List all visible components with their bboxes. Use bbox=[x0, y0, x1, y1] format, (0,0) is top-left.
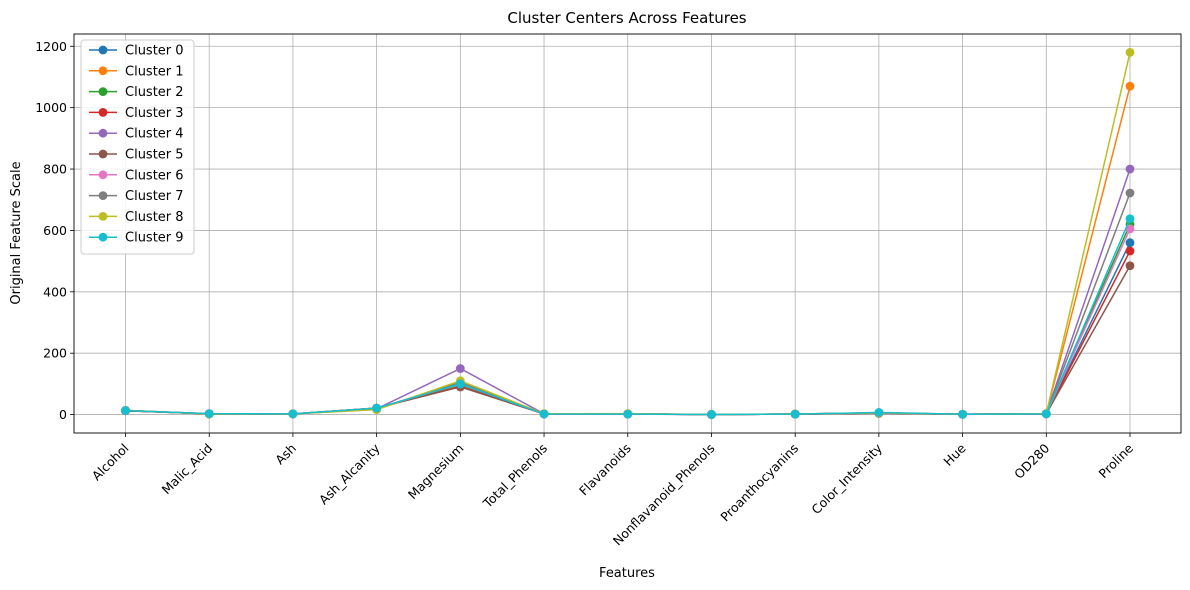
data-point bbox=[121, 406, 130, 415]
data-point bbox=[372, 403, 382, 413]
legend-label: Cluster 7 bbox=[125, 189, 184, 204]
legend-label: Cluster 8 bbox=[125, 210, 184, 225]
legend-swatch-marker bbox=[98, 128, 108, 138]
legend-label: Cluster 0 bbox=[125, 44, 184, 59]
data-point bbox=[1125, 224, 1135, 234]
data-point bbox=[204, 409, 214, 419]
y-tick-label: 1200 bbox=[35, 39, 67, 54]
series-9 bbox=[121, 214, 1135, 419]
data-point bbox=[790, 409, 800, 419]
chart-title: Cluster Centers Across Features bbox=[507, 9, 746, 27]
legend-swatch-marker bbox=[98, 108, 108, 117]
legend-label: Cluster 6 bbox=[125, 168, 184, 183]
data-point bbox=[1125, 261, 1135, 271]
y-tick-label: 0 bbox=[59, 407, 67, 422]
data-point bbox=[539, 409, 549, 419]
legend-swatch-marker bbox=[98, 170, 108, 180]
legend-label: Cluster 2 bbox=[125, 85, 184, 100]
data-point bbox=[1041, 409, 1051, 419]
y-tick-label: 200 bbox=[43, 346, 67, 361]
legend: Cluster 0 Cluster 1 Cluster 2 Cluster 3 Clus… bbox=[80, 39, 195, 255]
data-point bbox=[623, 409, 633, 419]
y-axis: 0 200 400 600 800 1000 1200 bbox=[35, 39, 74, 422]
legend-swatch-marker bbox=[98, 45, 108, 55]
legend-label: Cluster 3 bbox=[125, 106, 184, 121]
data-point bbox=[1125, 164, 1135, 174]
y-tick-label: 400 bbox=[43, 284, 67, 299]
legend-swatch-marker bbox=[98, 87, 108, 96]
legend-label: Cluster 1 bbox=[125, 64, 184, 79]
data-point bbox=[1125, 214, 1135, 224]
y-tick-label: 1000 bbox=[35, 100, 67, 115]
legend-swatch-marker bbox=[98, 232, 108, 242]
grid bbox=[74, 34, 1181, 433]
data-point bbox=[1125, 238, 1135, 248]
y-axis-label: Original Feature Scale bbox=[9, 161, 24, 304]
data-point bbox=[1125, 188, 1135, 198]
legend-swatch-marker bbox=[98, 149, 108, 159]
data-point bbox=[874, 408, 884, 417]
legend-label: Cluster 9 bbox=[125, 231, 184, 246]
data-point bbox=[1125, 246, 1135, 256]
legend-label: Cluster 4 bbox=[125, 127, 184, 142]
legend-box bbox=[80, 39, 195, 255]
legend-swatch-marker bbox=[98, 191, 108, 201]
data-point bbox=[455, 379, 465, 389]
legend-label: Cluster 5 bbox=[125, 148, 184, 163]
data-point bbox=[1125, 81, 1135, 91]
y-tick-label: 800 bbox=[43, 162, 67, 177]
data-point bbox=[1125, 48, 1135, 57]
legend-swatch-marker bbox=[98, 66, 108, 76]
y-tick-label: 600 bbox=[43, 223, 67, 238]
data-point bbox=[958, 409, 967, 419]
data-point bbox=[288, 409, 298, 419]
series-lines bbox=[121, 48, 1135, 419]
data-point bbox=[707, 410, 716, 419]
legend-swatch-marker bbox=[98, 212, 108, 221]
x-axis-label: Features bbox=[599, 566, 655, 581]
data-point bbox=[455, 364, 465, 373]
